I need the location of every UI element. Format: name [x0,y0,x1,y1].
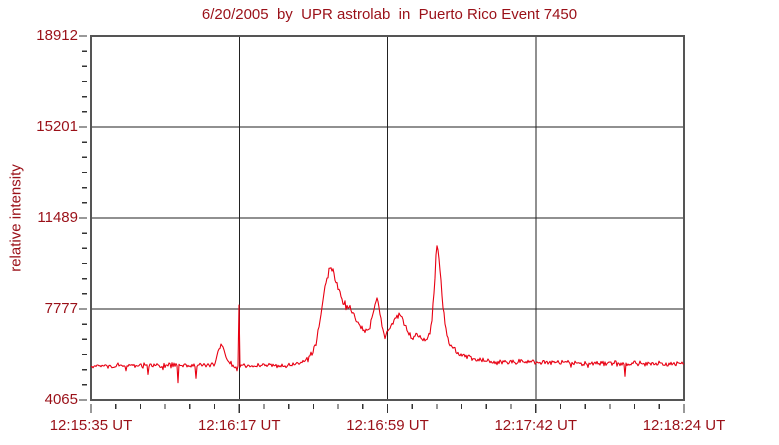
chart-title: 6/20/2005 by UPR astrolab in Puerto Rico… [201,6,578,23]
y-tick-label: 4065 [44,391,78,408]
y-tick-label: 18912 [36,27,78,44]
x-tick-label: 12:16:17 UT [197,417,281,434]
x-tick-label: 12:16:59 UT [346,417,429,434]
x-tick-label: 12:18:24 UT [642,417,726,434]
intensity-trace [90,245,685,384]
y-tick-label: 7777 [44,300,78,317]
y-tick-label: 15201 [36,118,78,135]
y-tick-label: 11489 [37,209,78,226]
x-tick-label: 12:17:42 UT [494,417,578,434]
x-tick-label: 12:15:35 UT [49,417,133,434]
plot-frame [90,35,685,401]
